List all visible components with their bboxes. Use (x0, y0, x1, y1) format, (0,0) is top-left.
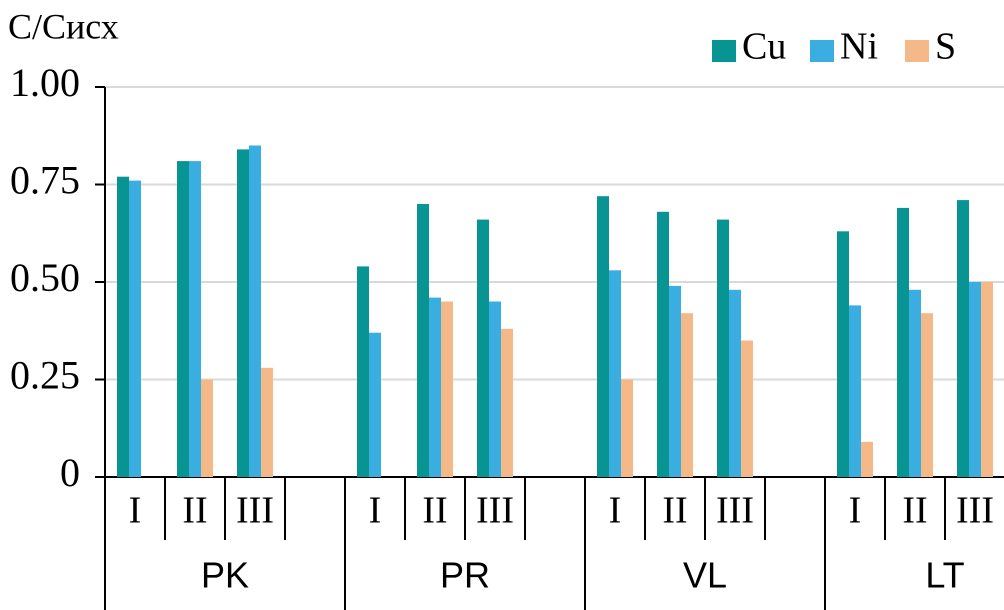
bar (837, 231, 849, 477)
bar (969, 282, 981, 477)
bar (597, 196, 609, 477)
bar (657, 211, 669, 478)
x-tick-label: I (369, 490, 382, 532)
bar (489, 301, 501, 477)
bar (741, 340, 753, 477)
y-tick-label: 0 (60, 450, 80, 495)
group-label: VL (683, 555, 727, 596)
x-tick-label: II (902, 490, 927, 532)
bar (501, 328, 513, 477)
x-tick-label: II (662, 490, 687, 532)
group-label: PK (201, 555, 249, 596)
bar (189, 161, 201, 477)
bar (177, 161, 189, 477)
legend-swatch (810, 40, 834, 62)
bar (417, 204, 429, 477)
bar (369, 332, 381, 477)
y-axis-label: C/Cисх (8, 6, 119, 46)
bar (237, 149, 249, 477)
bar (621, 379, 633, 477)
x-tick-label: I (129, 490, 142, 532)
x-tick-label: III (956, 490, 994, 532)
x-tick-label: III (716, 490, 754, 532)
x-tick-label: I (849, 490, 862, 532)
bar (729, 289, 741, 477)
legend-swatch (712, 40, 736, 62)
bar (429, 297, 441, 477)
y-tick-label: 1.00 (10, 60, 80, 105)
bar (261, 367, 273, 477)
x-tick-label: II (422, 490, 447, 532)
bar (717, 219, 729, 477)
group-label: PR (440, 555, 490, 596)
bar (909, 289, 921, 477)
x-tick-label: II (182, 490, 207, 532)
bar (477, 219, 489, 477)
bar (861, 441, 873, 477)
legend-swatch (905, 40, 929, 62)
bar (201, 379, 213, 477)
legend-label: S (935, 26, 956, 68)
y-tick-label: 0.50 (10, 255, 80, 300)
legend-label: Ni (840, 26, 878, 68)
bar (117, 176, 129, 477)
bar (957, 200, 969, 477)
bar (681, 313, 693, 477)
legend-label: Cu (742, 26, 786, 68)
group-label: LT (925, 555, 964, 596)
bar (441, 301, 453, 477)
x-tick-label: I (609, 490, 622, 532)
bar (921, 313, 933, 477)
x-tick-label: III (476, 490, 514, 532)
bar (129, 180, 141, 477)
y-tick-label: 0.75 (10, 158, 80, 203)
bar (357, 266, 369, 477)
bar (849, 305, 861, 477)
bar (609, 270, 621, 477)
bar (669, 285, 681, 477)
x-tick-label: III (236, 490, 274, 532)
bar (249, 145, 261, 477)
y-tick-label: 0.25 (10, 353, 80, 398)
bar (897, 207, 909, 477)
bar (981, 282, 993, 477)
